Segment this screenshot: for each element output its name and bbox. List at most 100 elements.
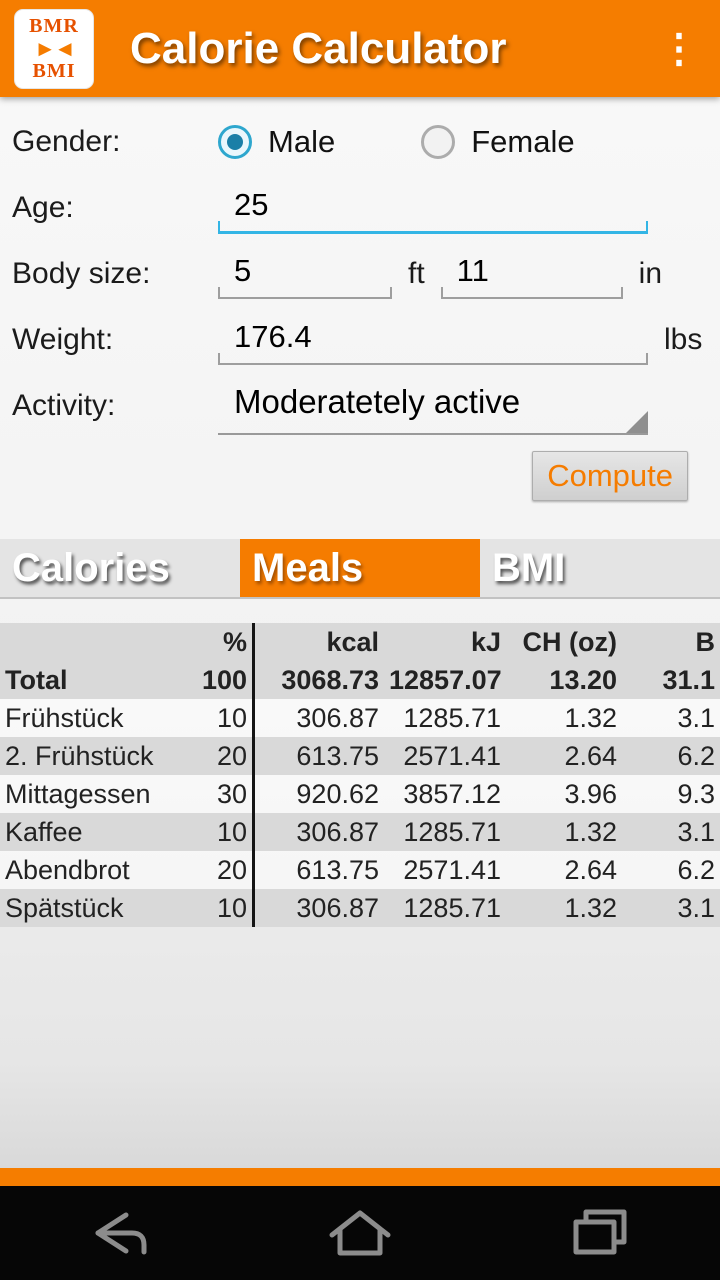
meal-name-cell: Abendbrot (5, 855, 130, 885)
table-row-total: Total 100 3068.73 12857.07 13.20 31.1 (0, 661, 720, 699)
female-radio[interactable] (421, 125, 456, 159)
kj-cell: 1285.71 (403, 817, 501, 847)
tab-bmi[interactable]: BMI (492, 545, 566, 590)
recents-icon (573, 1209, 627, 1255)
back-icon (95, 1212, 147, 1255)
feet-input[interactable] (218, 249, 392, 297)
kj-cell: 12857.07 (389, 665, 502, 695)
meal-name-cell: Frühstück (5, 703, 124, 733)
b-cell: 3.1 (677, 703, 715, 733)
ch-cell: 1.32 (564, 703, 617, 733)
weight-input[interactable] (218, 315, 648, 363)
meals-table: % kcal kJ CH (oz) B Total 100 3068.73 12… (0, 623, 720, 927)
ch-cell: 3.96 (564, 779, 617, 809)
logo-bmr-text: BMR (29, 14, 79, 37)
ch-cell: 2.64 (564, 855, 617, 885)
kj-cell: 2571.41 (403, 741, 501, 771)
age-row: Age: (12, 175, 708, 241)
age-field-underline (218, 182, 648, 234)
percent-cell: 100 (201, 665, 247, 695)
b-cell: 6.2 (677, 855, 715, 885)
kcal-cell: 3068.73 (252, 661, 384, 699)
bottom-accent-stripe (0, 1168, 720, 1186)
ch-cell: 13.20 (549, 665, 617, 695)
ch-cell: 1.32 (564, 817, 617, 847)
header-ch-cell: CH (oz) (522, 627, 617, 657)
female-radio-label: Female (471, 124, 575, 159)
activity-spinner-value: Moderatetely active (234, 383, 521, 420)
app-logo: BMR ►◄ BMI (14, 8, 94, 89)
main-content: Gender: Male Female Age: Body size: (0, 97, 720, 1168)
meal-name-cell: Total (5, 665, 68, 695)
table-row-spaetstueck: Spätstück 10 306.87 1285.71 1.32 3.1 (0, 889, 720, 927)
kj-cell: 2571.41 (403, 855, 501, 885)
kj-cell: 1285.71 (403, 703, 501, 733)
kcal-cell: 613.75 (252, 737, 384, 775)
feet-field-underline (218, 249, 392, 299)
activity-spinner[interactable]: Moderatetely active (218, 377, 648, 435)
gender-radio-group: Male Female (218, 124, 575, 160)
percent-cell: 10 (216, 893, 247, 923)
weight-unit-label: lbs (664, 323, 703, 356)
home-button[interactable] (240, 1186, 480, 1280)
weight-label: Weight: (12, 323, 114, 356)
header-b-cell: B (695, 627, 716, 657)
percent-cell: 20 (216, 741, 247, 771)
table-row-mittagessen: Mittagessen 30 920.62 3857.12 3.96 9.3 (0, 775, 720, 813)
calculator-form: Gender: Male Female Age: Body size: (0, 97, 720, 501)
back-button[interactable] (0, 1186, 240, 1280)
b-cell: 3.1 (677, 817, 715, 847)
table-row-kaffee: Kaffee 10 306.87 1285.71 1.32 3.1 (0, 813, 720, 851)
header-name-cell (0, 623, 184, 661)
table-header-row: % kcal kJ CH (oz) B (0, 623, 720, 661)
meal-name-cell: Spätstück (5, 893, 124, 923)
age-label: Age: (12, 191, 74, 224)
tab-calories[interactable]: Calories (12, 545, 170, 590)
weight-field-underline (218, 315, 648, 365)
inches-unit-label: in (638, 257, 663, 290)
meal-name-cell: Kaffee (5, 817, 83, 847)
percent-cell: 20 (216, 855, 247, 885)
home-icon (329, 1210, 391, 1256)
logo-arrows-icon: ►◄ (34, 35, 76, 61)
meal-name-cell: 2. Frühstück (5, 741, 154, 771)
percent-cell: 30 (216, 779, 247, 809)
age-input[interactable] (218, 182, 648, 231)
activity-label: Activity: (12, 389, 116, 422)
header-kcal-cell: kcal (252, 623, 384, 661)
kj-cell: 3857.12 (403, 779, 501, 809)
feet-unit-label: ft (408, 257, 425, 290)
body-size-label: Body size: (12, 257, 151, 290)
inches-input[interactable] (440, 249, 623, 297)
kcal-cell: 306.87 (252, 813, 384, 851)
overflow-menu-button[interactable]: ⋮ (652, 10, 706, 88)
kcal-cell: 613.75 (252, 851, 384, 889)
logo-bmi-text: BMI (32, 59, 76, 82)
b-cell: 31.1 (662, 665, 715, 695)
b-cell: 9.3 (677, 779, 715, 809)
recents-button[interactable] (480, 1186, 720, 1280)
overflow-menu-icon: ⋮ (659, 26, 699, 71)
activity-row: Activity: Moderatetely active (12, 373, 708, 439)
table-row-zweites-fruehstueck: 2. Frühstück 20 613.75 2571.41 2.64 6.2 (0, 737, 720, 775)
compute-button[interactable]: Compute (532, 451, 688, 501)
table-row-fruehstueck: Frühstück 10 306.87 1285.71 1.32 3.1 (0, 699, 720, 737)
kj-cell: 1285.71 (403, 893, 501, 923)
tab-meals[interactable]: Meals (240, 539, 480, 597)
percent-cell: 10 (216, 703, 247, 733)
kcal-cell: 920.62 (252, 775, 384, 813)
compute-row: Compute (12, 439, 708, 501)
male-radio[interactable] (218, 125, 252, 159)
page-title: Calorie Calculator (130, 23, 507, 73)
b-cell: 6.2 (677, 741, 715, 771)
meal-name-cell: Mittagessen (5, 779, 151, 809)
header-kj-cell: kJ (470, 627, 501, 657)
header-percent-cell: % (222, 627, 247, 657)
male-radio-label: Male (268, 124, 336, 159)
body-size-row: Body size: ft in (12, 241, 708, 307)
ch-cell: 2.64 (564, 741, 617, 771)
gender-row: Gender: Male Female (12, 109, 708, 175)
b-cell: 3.1 (677, 893, 715, 923)
kcal-cell: 306.87 (252, 699, 384, 737)
